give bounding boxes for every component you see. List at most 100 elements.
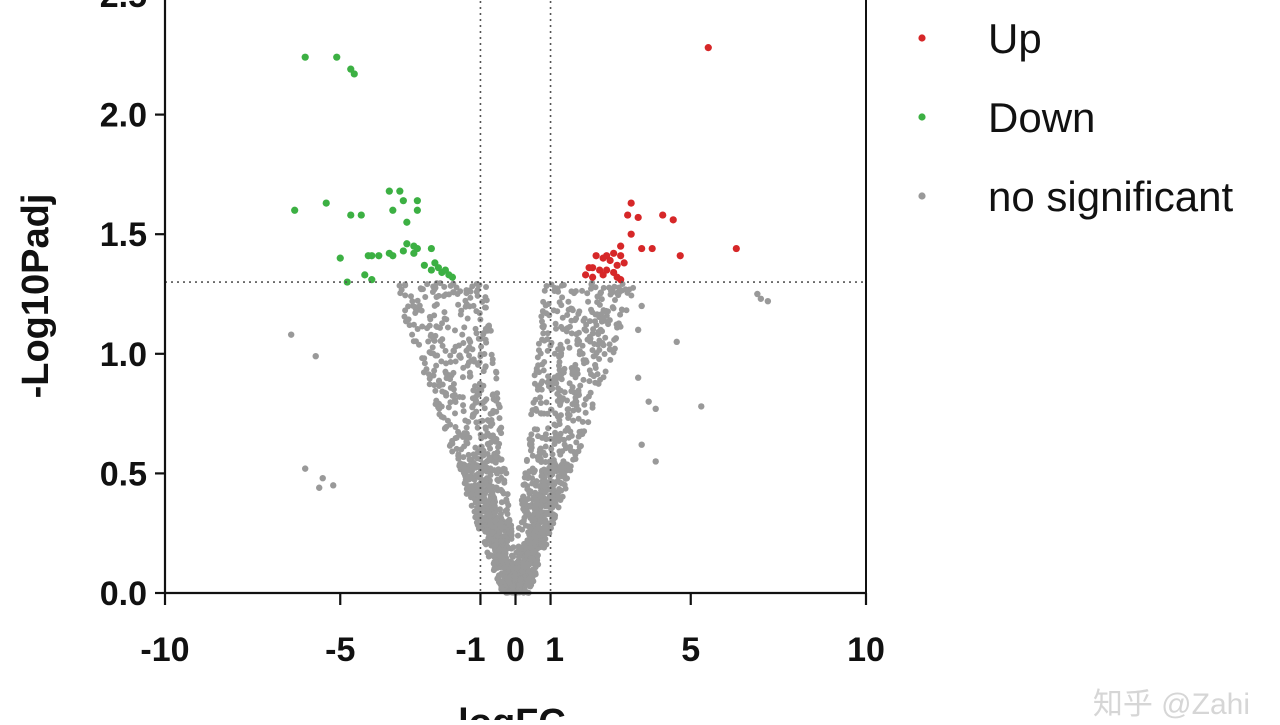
- data-point: [534, 426, 541, 433]
- data-point: [496, 415, 503, 422]
- data-point: [524, 550, 531, 557]
- data-point: [455, 455, 462, 462]
- data-point: [451, 410, 458, 417]
- data-point: [402, 282, 409, 289]
- data-point: [433, 362, 440, 369]
- legend-marker: [918, 34, 926, 42]
- data-point: [531, 504, 538, 511]
- data-point: [504, 575, 511, 582]
- data-point: [447, 359, 454, 366]
- x-tick-label: -5: [325, 631, 355, 669]
- data-point: [473, 330, 480, 337]
- data-point: [592, 252, 600, 260]
- data-point: [581, 428, 588, 435]
- data-point: [555, 385, 562, 392]
- data-point: [396, 282, 403, 289]
- data-point: [439, 342, 446, 349]
- data-point: [497, 510, 504, 517]
- data-point: [539, 530, 546, 537]
- data-point: [312, 352, 319, 360]
- data-point: [550, 512, 557, 519]
- data-point: [463, 438, 470, 445]
- data-point: [539, 308, 546, 315]
- data-point: [463, 424, 470, 431]
- data-point: [449, 448, 456, 455]
- data-point: [412, 303, 419, 310]
- data-point: [432, 387, 439, 394]
- data-point: [490, 435, 497, 442]
- data-point: [459, 394, 466, 401]
- data-point: [592, 284, 599, 291]
- data-point: [551, 464, 558, 471]
- data-point: [570, 368, 577, 375]
- y-tick-label: 1.0: [100, 336, 147, 374]
- data-point: [529, 407, 536, 414]
- x-tick-label: -1: [455, 631, 485, 669]
- data-point: [550, 307, 557, 314]
- data-point: [565, 406, 572, 413]
- data-point: [451, 396, 458, 403]
- data-point: [525, 510, 532, 517]
- data-point: [429, 289, 436, 296]
- data-point: [589, 330, 596, 337]
- data-point: [466, 303, 473, 310]
- data-point: [496, 546, 503, 553]
- data-point: [537, 394, 544, 401]
- data-point: [503, 496, 510, 503]
- data-point: [576, 351, 583, 358]
- data-point: [498, 537, 505, 544]
- data-point: [587, 335, 594, 342]
- data-point: [495, 444, 502, 451]
- data-point: [600, 284, 607, 291]
- data-point: [409, 331, 416, 338]
- data-point: [403, 240, 411, 248]
- data-point: [459, 433, 466, 440]
- data-point: [754, 290, 761, 298]
- data-point: [634, 213, 642, 222]
- data-point: [533, 559, 540, 566]
- data-point: [579, 287, 586, 294]
- data-point: [499, 488, 506, 495]
- data-point: [627, 199, 635, 207]
- data-point: [469, 283, 476, 290]
- data-point: [552, 499, 559, 506]
- data-point: [500, 553, 507, 560]
- data-point: [491, 565, 498, 572]
- data-point: [544, 330, 551, 337]
- data-point: [441, 283, 448, 290]
- data-point: [483, 284, 490, 291]
- data-point: [493, 408, 500, 415]
- data-point: [447, 376, 454, 383]
- data-point: [555, 346, 562, 353]
- data-point: [520, 481, 527, 488]
- data-point: [426, 381, 433, 388]
- data-point: [420, 369, 427, 376]
- data-point: [450, 289, 457, 296]
- data-point: [457, 311, 464, 318]
- data-point: [424, 281, 431, 288]
- data-point: [456, 352, 463, 359]
- data-point: [443, 360, 450, 367]
- data-point: [634, 374, 642, 381]
- data-point: [570, 407, 577, 414]
- data-point: [407, 293, 414, 300]
- data-point: [534, 354, 541, 361]
- y-tick-label: 2.5: [100, 0, 147, 15]
- data-point: [418, 286, 425, 293]
- data-point: [589, 273, 597, 281]
- data-point: [585, 419, 592, 426]
- data-point: [599, 271, 607, 279]
- data-point: [606, 256, 614, 265]
- data-point: [529, 452, 536, 459]
- data-point: [611, 283, 618, 290]
- data-point: [570, 417, 577, 424]
- data-point: [514, 559, 521, 566]
- data-point: [438, 358, 445, 365]
- data-point: [522, 563, 529, 570]
- data-point: [456, 461, 463, 468]
- data-point: [522, 522, 529, 529]
- data-point: [439, 336, 446, 343]
- data-point: [504, 491, 511, 498]
- data-point: [490, 560, 497, 567]
- data-point: [607, 356, 614, 363]
